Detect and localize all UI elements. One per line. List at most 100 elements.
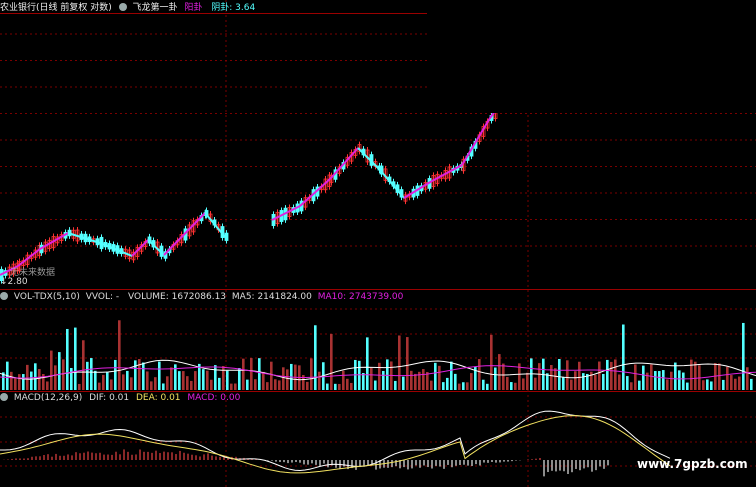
volume-bar — [710, 381, 713, 390]
price-header: 农业银行(日线 前复权 对数) 飞龙第一卦 阳卦 阴卦: 3.64 — [0, 3, 255, 14]
zigzag-line — [204, 212, 227, 239]
volume-bar — [150, 381, 153, 390]
volume-header: VOL-TDX(5,10) VVOL: - VOLUME: 1672086.13… — [0, 292, 403, 303]
zigzag-line — [131, 239, 149, 257]
volume-bar — [606, 359, 609, 390]
volume-bar — [30, 371, 33, 390]
volume-bar — [590, 371, 593, 390]
volume-bar — [318, 371, 321, 390]
volume-bar — [342, 370, 345, 390]
volume-bar — [482, 379, 485, 390]
zigzag-line — [461, 117, 491, 166]
volume-bar — [538, 363, 541, 390]
volume-bar — [654, 371, 657, 390]
volume-bar — [110, 379, 113, 390]
low-price-label: ↓2.80 — [0, 277, 28, 287]
volume-bar — [282, 367, 285, 390]
volume-bar — [410, 370, 413, 390]
volume-bar — [146, 371, 149, 390]
volume-bar — [14, 378, 17, 390]
volume-bar — [302, 375, 305, 390]
volume-bar — [438, 365, 441, 390]
volume-bar — [278, 380, 281, 390]
volume-bar — [142, 362, 145, 390]
popup-window-area — [427, 0, 756, 113]
volume-bar — [218, 377, 221, 390]
vvol-value: VVOL: - — [85, 292, 120, 302]
settings-dot-icon[interactable] — [118, 3, 127, 11]
volume-bar — [194, 371, 197, 390]
volume-bar — [578, 361, 581, 390]
zigzag-line — [329, 147, 359, 180]
volume-dot-icon[interactable] — [0, 292, 8, 300]
volume-bar — [222, 366, 225, 390]
volume-bar — [178, 371, 181, 390]
volume-bar — [54, 365, 57, 390]
volume-bar — [466, 382, 469, 390]
volume-bar — [414, 373, 417, 390]
volume-bar — [62, 359, 65, 390]
volume-bar — [646, 372, 649, 390]
volume-bar — [442, 382, 445, 390]
zigzag-line — [357, 147, 381, 171]
volume-bar — [486, 383, 489, 390]
zigzag-line — [271, 205, 301, 221]
volume-bar — [102, 374, 105, 390]
volume-bar — [502, 363, 505, 390]
volume-bar — [66, 328, 69, 390]
volume-bar — [478, 359, 481, 390]
volume-bar — [242, 358, 245, 390]
dea-value: DEA: 0.01 — [135, 393, 181, 403]
volume-bar — [662, 370, 665, 390]
volume-bar — [490, 334, 493, 390]
volume-bar — [134, 360, 137, 390]
zigzag-line — [67, 232, 101, 244]
volume-bar — [426, 371, 429, 390]
volume-bar — [350, 382, 353, 390]
volume-bar — [78, 383, 81, 390]
volume-bar — [386, 359, 389, 390]
volume-bar — [394, 380, 397, 390]
volume-bar — [610, 361, 613, 390]
volume-bar — [586, 373, 589, 390]
volume-bar — [106, 371, 109, 390]
volume-bar — [650, 364, 653, 390]
zigzag-line — [403, 180, 433, 199]
volume-bar — [118, 320, 121, 390]
macd-dot-icon[interactable] — [0, 393, 8, 401]
volume-bar — [742, 322, 745, 390]
volume-bar — [378, 362, 381, 390]
volume-bar — [170, 367, 173, 390]
volume-bar — [22, 374, 25, 390]
volume-bar — [214, 365, 217, 390]
volume-bar — [306, 381, 309, 390]
volume-bar — [266, 382, 269, 390]
volume-bar — [262, 371, 265, 390]
volume-bar — [166, 376, 169, 390]
volume-bar — [558, 359, 561, 390]
volume-bar — [154, 377, 157, 390]
volume-bar — [686, 382, 689, 390]
macd-dea-line — [0, 415, 671, 474]
volume-bar — [718, 363, 721, 390]
volume-bar — [202, 369, 205, 390]
volume-bar — [18, 374, 21, 390]
volume-bar — [694, 361, 697, 390]
volume-bar — [90, 358, 93, 390]
volume-bar — [746, 367, 749, 390]
volume-bar — [494, 367, 497, 390]
volume-bar — [570, 379, 573, 390]
yang-label: 阳卦 — [184, 3, 203, 13]
volume-bar — [642, 365, 645, 390]
volume-bar — [690, 359, 693, 390]
volume-bar — [286, 369, 289, 390]
volume-bar — [326, 383, 329, 390]
volume-bar — [234, 383, 237, 390]
volume-bar — [82, 340, 85, 390]
volume-bar — [566, 360, 569, 390]
volume-bar — [198, 363, 201, 390]
volume-bar — [450, 361, 453, 390]
volume-bar — [658, 371, 661, 390]
volume-bar — [42, 374, 45, 390]
